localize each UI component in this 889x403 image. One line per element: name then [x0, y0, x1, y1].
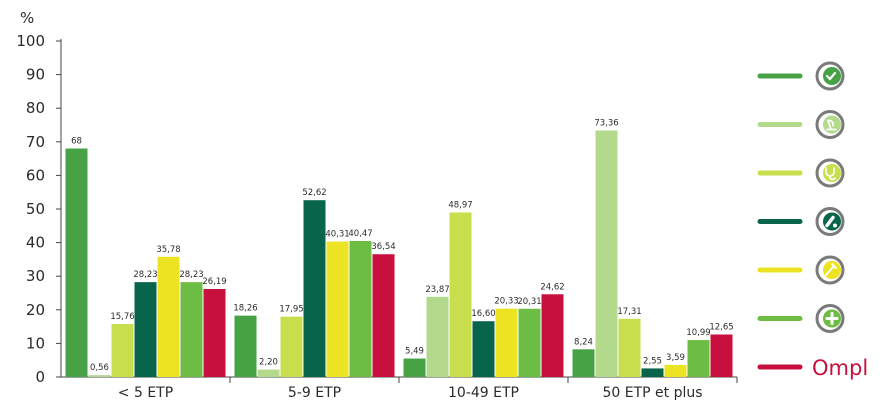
y-tick-label: 50: [26, 200, 45, 218]
microscope-circle-icon: [815, 110, 845, 139]
bar: [618, 318, 641, 377]
legend-item: [757, 207, 845, 236]
y-tick-label: 40: [26, 234, 45, 252]
data-label: 40,47: [348, 229, 372, 239]
bar: [641, 368, 664, 377]
bar: [326, 241, 349, 377]
data-label: 18,26: [233, 304, 257, 314]
bar: [180, 282, 203, 377]
data-label: 17,31: [617, 307, 641, 317]
data-label: 10,99: [686, 328, 710, 338]
data-label: 35,78: [156, 245, 180, 255]
bar: [88, 375, 111, 377]
data-label: 12,65: [709, 322, 733, 332]
bar: [541, 294, 564, 377]
bar: [280, 316, 303, 377]
bar: [426, 296, 449, 377]
x-category-label: 10-49 ETP: [448, 385, 519, 401]
bar: [710, 334, 733, 377]
data-label: 0,56: [90, 363, 109, 373]
bar: [134, 282, 157, 377]
bar: [111, 324, 134, 377]
bar: [664, 364, 687, 377]
legend-item: [757, 110, 845, 139]
bar: [234, 315, 257, 377]
data-label: 48,97: [448, 200, 472, 210]
data-label: 28,23: [179, 270, 203, 280]
bar: [449, 212, 472, 377]
bar: [257, 369, 280, 377]
chart-axes: % 0 10 20 30 40 50 60 70 80 90 100 < 5 ETP 5-9 ETP 10…: [16, 9, 738, 401]
data-label: 24,62: [540, 282, 564, 292]
y-tick-label: 70: [26, 133, 45, 151]
data-label: 52,62: [302, 188, 326, 198]
bar: [472, 321, 495, 377]
x-category-label: < 5 ETP: [118, 385, 173, 401]
y-tick-label: 30: [26, 267, 45, 285]
bar: [349, 241, 372, 377]
data-label: 73,36: [594, 119, 618, 129]
stethoscope-circle-icon: [815, 158, 845, 188]
data-label: 8,24: [574, 337, 593, 347]
bar: [595, 130, 618, 377]
data-label: 2,55: [643, 356, 662, 366]
bar: [372, 254, 395, 377]
data-label: 16,60: [471, 309, 495, 319]
bar: [65, 148, 88, 377]
check-circle-icon: [815, 61, 845, 91]
ompl-logo: Ompl: [812, 356, 868, 380]
cross-circle-icon: [815, 304, 845, 333]
y-tick-label: 100: [16, 32, 45, 50]
x-category-label: 50 ETP et plus: [602, 385, 702, 401]
bars: 68 18,26 5,49 8,24 0,56 2,20 23,87 73,36 15,76 17…: [65, 119, 734, 377]
y-tick-label: 90: [26, 66, 45, 84]
legend-item: Ompl: [757, 356, 868, 380]
legend-item: [757, 61, 845, 91]
y-tick-label: 60: [26, 166, 45, 184]
data-label: 5,49: [405, 347, 424, 357]
data-label: 20,31: [517, 297, 541, 307]
y-tick-label: 20: [26, 301, 45, 319]
bar: [687, 340, 710, 377]
legend-item: [757, 255, 845, 285]
data-label: 15,76: [110, 312, 134, 322]
data-label: 3,59: [666, 353, 685, 363]
data-label: 28,23: [133, 270, 157, 280]
data-label: 40,31: [325, 230, 349, 240]
data-label: 26,19: [202, 277, 226, 287]
bar: [518, 308, 541, 377]
legend-item: [757, 158, 845, 188]
bar: [495, 308, 518, 377]
data-label: 36,54: [371, 242, 395, 252]
x-category-label: 5-9 ETP: [288, 385, 341, 401]
bar: [303, 200, 326, 377]
legend: Ompl: [757, 61, 868, 380]
y-tick-label: 80: [26, 99, 45, 117]
data-label: 17,95: [279, 305, 303, 315]
pills-circle-icon: [815, 207, 845, 236]
y-tick-label: 0: [35, 368, 45, 386]
syringe-circle-icon: [815, 255, 845, 285]
y-axis-unit: %: [20, 9, 34, 27]
bar: [403, 358, 426, 377]
y-tick-label: 10: [26, 334, 45, 352]
data-label: 23,87: [425, 285, 449, 295]
bar: [157, 256, 180, 377]
data-label: 68: [71, 137, 82, 147]
legend-item: [757, 304, 845, 333]
data-label: 2,20: [259, 358, 278, 368]
bar: [203, 289, 226, 377]
bar: [572, 349, 595, 377]
data-label: 20,33: [494, 297, 518, 307]
